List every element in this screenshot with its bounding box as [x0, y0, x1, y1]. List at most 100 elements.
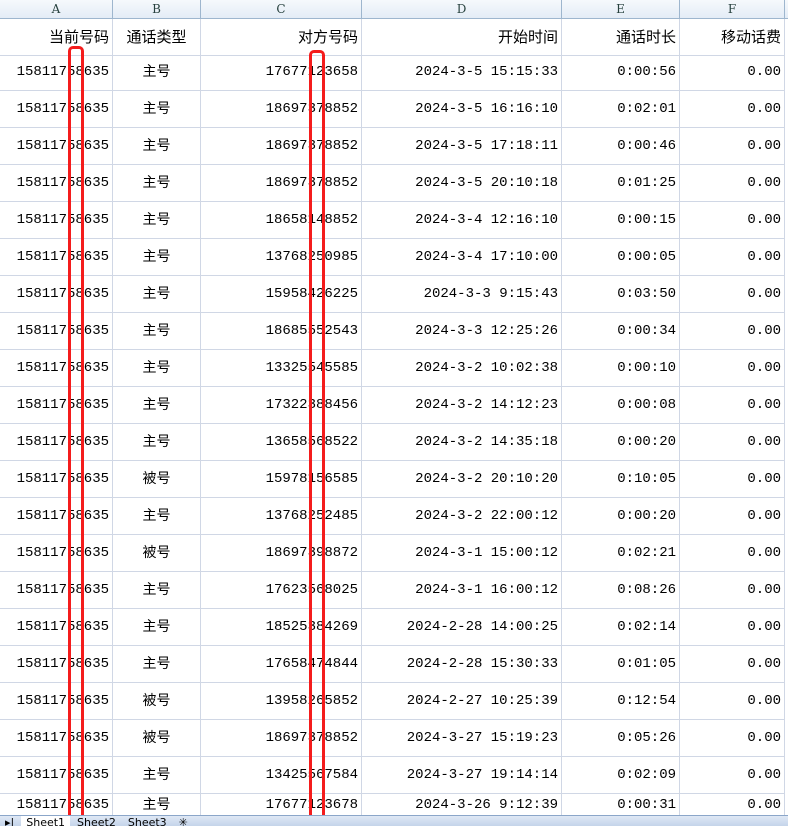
fee-cell[interactable]: 0.00	[680, 276, 785, 313]
call-type-cell[interactable]: 被号	[113, 683, 201, 720]
duration-header[interactable]: 通话时长	[562, 19, 680, 56]
other-number-cell[interactable]: 13768250985	[201, 239, 362, 276]
duration-cell[interactable]: 0:02:14	[562, 609, 680, 646]
duration-cell[interactable]: 0:00:34	[562, 313, 680, 350]
fee-cell[interactable]: 0.00	[680, 535, 785, 572]
call-type-cell[interactable]: 主号	[113, 54, 201, 91]
call-type-cell[interactable]: 主号	[113, 202, 201, 239]
call-type-cell[interactable]: 被号	[113, 461, 201, 498]
start-time-cell[interactable]: 2024-3-26 9:12:39	[362, 794, 562, 816]
other-number-cell[interactable]: 18697378852	[201, 720, 362, 757]
current-number-cell[interactable]: 15811758635	[0, 202, 113, 239]
other-number-cell[interactable]: 18685552543	[201, 313, 362, 350]
tab-sheet1[interactable]: Sheet1	[21, 816, 71, 826]
other-number-cell[interactable]: 13658568522	[201, 424, 362, 461]
start-time-cell[interactable]: 2024-2-28 15:30:33	[362, 646, 562, 683]
fee-cell[interactable]: 0.00	[680, 313, 785, 350]
call-type-cell[interactable]: 主号	[113, 498, 201, 535]
call-type-cell[interactable]: 主号	[113, 165, 201, 202]
fee-cell[interactable]: 0.00	[680, 239, 785, 276]
fee-cell[interactable]: 0.00	[680, 387, 785, 424]
start-time-cell[interactable]: 2024-3-4 17:10:00	[362, 239, 562, 276]
current-number-cell[interactable]: 15811758635	[0, 350, 113, 387]
current-number-cell[interactable]: 15811758635	[0, 757, 113, 794]
tab-sheet3[interactable]: Sheet3	[127, 816, 167, 826]
insert-sheet-icon[interactable]: ✳	[178, 816, 188, 826]
duration-cell[interactable]: 0:01:25	[562, 165, 680, 202]
other-number-cell[interactable]: 18697378852	[201, 128, 362, 165]
fee-cell[interactable]: 0.00	[680, 54, 785, 91]
start-time-cell[interactable]: 2024-3-2 22:00:12	[362, 498, 562, 535]
duration-cell[interactable]: 0:02:01	[562, 91, 680, 128]
column-header-c[interactable]: C	[201, 0, 362, 18]
other-number-cell[interactable]: 18525384269	[201, 609, 362, 646]
other-number-cell[interactable]: 13958265852	[201, 683, 362, 720]
duration-cell[interactable]: 0:00:10	[562, 350, 680, 387]
duration-cell[interactable]: 0:00:46	[562, 128, 680, 165]
start-time-cell[interactable]: 2024-3-3 9:15:43	[362, 276, 562, 313]
duration-cell[interactable]: 0:00:31	[562, 794, 680, 816]
duration-cell[interactable]: 0:00:20	[562, 424, 680, 461]
other-number-cell[interactable]: 15978156585	[201, 461, 362, 498]
call-type-cell[interactable]: 主号	[113, 239, 201, 276]
current-number-cell[interactable]: 15811758635	[0, 239, 113, 276]
other-number-cell[interactable]: 18697398872	[201, 535, 362, 572]
duration-cell[interactable]: 0:01:05	[562, 646, 680, 683]
other-number-cell[interactable]: 17677123678	[201, 794, 362, 816]
other-number-cell[interactable]: 18658148852	[201, 202, 362, 239]
call-type-cell[interactable]: 主号	[113, 609, 201, 646]
fee-cell[interactable]: 0.00	[680, 165, 785, 202]
current-number-cell[interactable]: 15811758635	[0, 387, 113, 424]
call-type-cell[interactable]: 主号	[113, 350, 201, 387]
duration-cell[interactable]: 0:02:09	[562, 757, 680, 794]
start-time-cell[interactable]: 2024-3-2 10:02:38	[362, 350, 562, 387]
call-type-cell[interactable]: 被号	[113, 720, 201, 757]
duration-cell[interactable]: 0:03:50	[562, 276, 680, 313]
start-time-cell[interactable]: 2024-3-3 12:25:26	[362, 313, 562, 350]
start-time-cell[interactable]: 2024-3-5 15:15:33	[362, 54, 562, 91]
current-number-cell[interactable]: 15811758635	[0, 424, 113, 461]
fee-cell[interactable]: 0.00	[680, 128, 785, 165]
start-time-cell[interactable]: 2024-3-5 17:18:11	[362, 128, 562, 165]
other-number-cell[interactable]: 13768252485	[201, 498, 362, 535]
start-time-cell[interactable]: 2024-2-27 10:25:39	[362, 683, 562, 720]
current-number-cell[interactable]: 15811758635	[0, 535, 113, 572]
start-time-cell[interactable]: 2024-2-28 14:00:25	[362, 609, 562, 646]
other-number-cell[interactable]: 15958426225	[201, 276, 362, 313]
current-number-cell[interactable]: 15811758635	[0, 498, 113, 535]
start-time-cell[interactable]: 2024-3-2 20:10:20	[362, 461, 562, 498]
call-type-cell[interactable]: 主号	[113, 128, 201, 165]
call-type-cell[interactable]: 主号	[113, 757, 201, 794]
other-number-cell[interactable]: 17623568025	[201, 572, 362, 609]
start-time-cell[interactable]: 2024-3-27 15:19:23	[362, 720, 562, 757]
duration-cell[interactable]: 0:00:05	[562, 239, 680, 276]
duration-cell[interactable]: 0:00:15	[562, 202, 680, 239]
start-time-header[interactable]: 开始时间	[362, 19, 562, 56]
other-number-cell[interactable]: 17677123658	[201, 54, 362, 91]
current-number-cell[interactable]: 15811758635	[0, 720, 113, 757]
current-number-cell[interactable]: 15811758635	[0, 54, 113, 91]
current-number-cell[interactable]: 15811758635	[0, 276, 113, 313]
call-type-cell[interactable]: 主号	[113, 313, 201, 350]
current-number-cell[interactable]: 15811758635	[0, 461, 113, 498]
current-number-cell[interactable]: 15811758635	[0, 128, 113, 165]
fee-cell[interactable]: 0.00	[680, 683, 785, 720]
other-number-cell[interactable]: 13325545585	[201, 350, 362, 387]
fee-cell[interactable]: 0.00	[680, 794, 785, 816]
fee-cell[interactable]: 0.00	[680, 202, 785, 239]
fee-cell[interactable]: 0.00	[680, 609, 785, 646]
duration-cell[interactable]: 0:08:26	[562, 572, 680, 609]
column-header-f[interactable]: F	[680, 0, 785, 18]
tab-scroll-nav-icon[interactable]: ▸|	[5, 816, 15, 826]
start-time-cell[interactable]: 2024-3-1 15:00:12	[362, 535, 562, 572]
duration-cell[interactable]: 0:05:26	[562, 720, 680, 757]
fee-cell[interactable]: 0.00	[680, 572, 785, 609]
column-header-b[interactable]: B	[113, 0, 201, 18]
fee-cell[interactable]: 0.00	[680, 91, 785, 128]
duration-cell[interactable]: 0:00:56	[562, 54, 680, 91]
current-number-cell[interactable]: 15811758635	[0, 165, 113, 202]
start-time-cell[interactable]: 2024-3-27 19:14:14	[362, 757, 562, 794]
start-time-cell[interactable]: 2024-3-4 12:16:10	[362, 202, 562, 239]
start-time-cell[interactable]: 2024-3-2 14:35:18	[362, 424, 562, 461]
call-type-cell[interactable]: 主号	[113, 91, 201, 128]
